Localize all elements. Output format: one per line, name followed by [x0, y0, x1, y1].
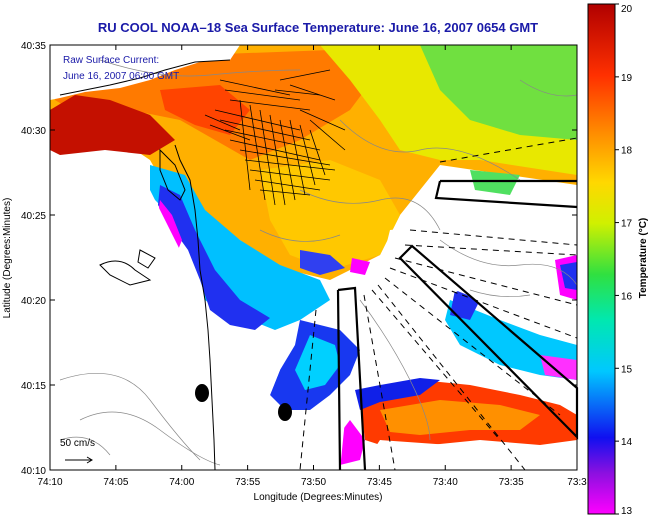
- sst-cold-shore: [150, 165, 330, 330]
- sst-magenta-shore: [158, 200, 182, 250]
- bathymetry-contours: [59, 59, 577, 466]
- sst-magenta-mid: [350, 258, 370, 275]
- sst-cyan-south-1: [295, 335, 340, 390]
- sst-blue-mid: [300, 250, 345, 275]
- study-box-channel: [336, 286, 367, 471]
- colorbar-tick-label: 18: [621, 146, 633, 157]
- current-annotation-line1: Raw Surface Current:: [63, 55, 159, 66]
- sst-green-zone: [420, 45, 577, 140]
- land-mask-north: [50, 45, 240, 100]
- x-tick-label: 73:3: [567, 477, 587, 488]
- x-tick-label: 73:35: [499, 477, 524, 488]
- buoy-marker-2: [278, 403, 292, 421]
- scale-arrow: [65, 456, 93, 464]
- y-tick-label: 40:20: [21, 296, 46, 307]
- sst-yellow-south: [260, 160, 400, 270]
- y-tick-label: 40:10: [21, 466, 46, 477]
- x-tick-label: 73:40: [433, 477, 458, 488]
- map-title: RU COOL NOAA–18 Sea Surface Temperature:…: [98, 20, 538, 35]
- x-axis: 74:10 74:05 74:00 73:55 73:50 73:45 73:40 73:35…: [37, 45, 587, 488]
- colorbar: [587, 3, 616, 515]
- colorbar-tick-label: 16: [621, 291, 633, 302]
- study-box-northeast: [434, 179, 578, 209]
- land-mask-south-2: [305, 420, 345, 470]
- x-tick-label: 74:05: [103, 477, 128, 488]
- sst-magenta-east-2: [540, 355, 577, 380]
- land-mask-south: [360, 440, 577, 470]
- colorbar-tick-label: 20: [621, 4, 633, 15]
- x-axis-label: Longitude (Degrees:Minutes): [254, 492, 383, 503]
- y-tick-label: 40:15: [21, 381, 46, 392]
- sst-red-zone: [50, 95, 175, 155]
- sst-blue-shore: [158, 185, 270, 330]
- colorbar-tick-label: 19: [621, 73, 633, 84]
- colorbar-tick-label: 13: [621, 506, 633, 517]
- colorbar-label: Temperature (°C): [638, 218, 649, 299]
- current-vectors: [204, 69, 346, 206]
- x-tick-label: 73:45: [367, 477, 392, 488]
- y-tick-label: 40:25: [21, 211, 46, 222]
- dashed-sampling-lines: [299, 137, 578, 471]
- scale-label: 50 cm/s: [60, 438, 95, 449]
- sst-orange-south: [380, 400, 540, 435]
- y-tick-label: 40:35: [21, 41, 46, 52]
- colorbar-tick-label: 14: [621, 437, 633, 448]
- sst-field: [50, 45, 577, 470]
- y-tick-label: 40:30: [21, 126, 46, 137]
- sst-red-zone-2: [160, 85, 250, 135]
- sst-green-zone-2: [470, 170, 520, 195]
- land-mask-west: [50, 175, 290, 470]
- land-mask-east: [420, 190, 577, 255]
- x-tick-label: 74:10: [37, 477, 62, 488]
- colorbar-tick-label: 17: [621, 219, 633, 230]
- coastline: [59, 59, 231, 470]
- land-mask-southeast: [380, 225, 550, 320]
- x-tick-label: 73:50: [301, 477, 326, 488]
- sst-blue-south: [355, 378, 440, 410]
- current-annotation-line2: June 16, 2007 06:00 GMT: [63, 71, 179, 82]
- x-tick-label: 73:55: [235, 477, 260, 488]
- y-axis: 40:35 40:30 40:25 40:20 40:15 40:10: [21, 41, 577, 477]
- colorbar-ticks: 20 19 18 17 16 15 14 13: [615, 3, 633, 517]
- sst-blue-east-2: [560, 262, 577, 290]
- x-tick-label: 74:00: [169, 477, 194, 488]
- y-axis-label: Latitude (Degrees:Minutes): [2, 198, 13, 319]
- buoy-marker-1: [195, 384, 209, 402]
- colorbar-tick-label: 15: [621, 364, 633, 375]
